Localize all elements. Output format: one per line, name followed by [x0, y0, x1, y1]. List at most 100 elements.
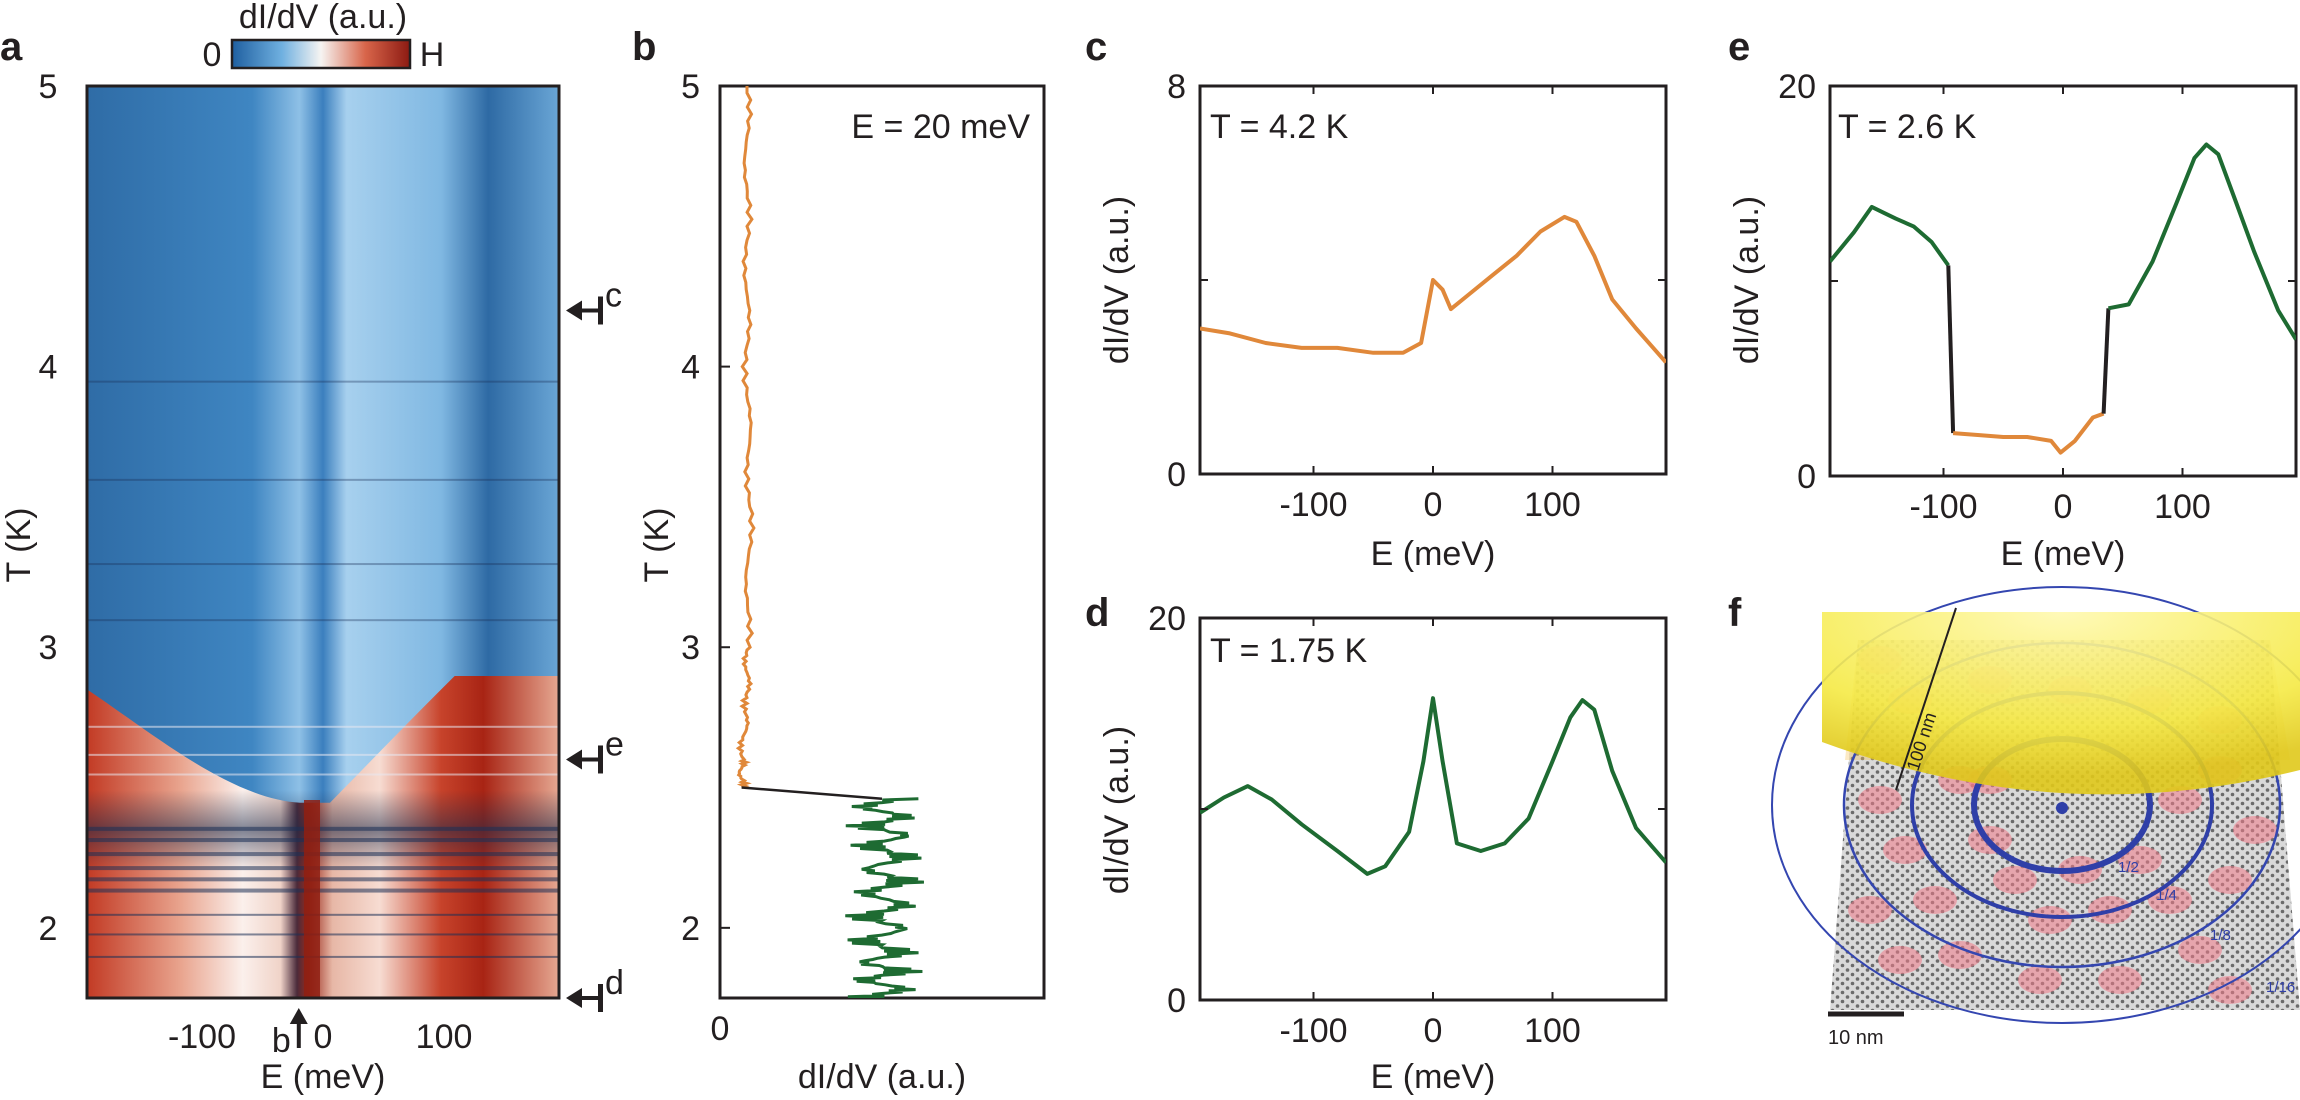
panel-b-annotation: E = 20 meV — [851, 108, 1030, 146]
panel-e-xtick-label: 100 — [2154, 488, 2211, 526]
panel-a-xlabel: E (meV) — [261, 1058, 386, 1096]
panel-a-ytick-label: 2 — [39, 910, 58, 948]
panel-b-label: b — [632, 25, 656, 69]
panel-c-xtick-label: -100 — [1279, 486, 1347, 524]
heatmap-streak — [87, 826, 559, 831]
panel-c-series — [1200, 214, 1666, 364]
panel-a-markers: c e d b — [272, 276, 624, 1060]
order-spot — [1883, 836, 1927, 864]
panel-c-ytick-label: 8 — [1167, 68, 1186, 106]
heatmap-streak — [87, 753, 559, 756]
order-spot — [2178, 936, 2222, 964]
panel-d-ytick-label: 0 — [1167, 982, 1186, 1020]
panel-e-series-green — [2108, 142, 2296, 341]
order-spot — [1858, 786, 1902, 814]
panel-e: e T = 2.6 K -100 0 100 0 20 dI/dV (a.u.) E (… — [1728, 25, 2298, 573]
heatmap-streak — [87, 933, 559, 936]
panel-d-label: d — [1085, 591, 1109, 635]
heatmap-streak — [87, 955, 559, 958]
panel-e-xtick-label: -100 — [1909, 488, 1977, 526]
order-spot — [1848, 896, 1892, 924]
panel-b-series-orange — [735, 86, 756, 789]
panel-e-ytick-label: 20 — [1778, 68, 1816, 106]
marker-b-arrow-head — [289, 1008, 308, 1024]
colorbar-high-label: H — [420, 36, 445, 74]
marker-c-arrow-head — [566, 300, 582, 321]
heatmap-streak — [87, 888, 559, 893]
order-spot — [2148, 886, 2192, 914]
heatmap-streak — [87, 619, 559, 622]
panel-c-label: c — [1085, 25, 1107, 69]
panel-d: d T = 1.75 K -100 0 100 0 20 dI/dV (a.u.) E … — [1085, 591, 1668, 1096]
colorbar-low-label: 0 — [203, 36, 222, 74]
order-spot — [1993, 866, 2037, 894]
heatmap-streak — [87, 563, 559, 566]
panel-e-series-green — [1830, 204, 1950, 267]
heatmap-streak — [87, 380, 559, 383]
panel-f: f 100 nm 1/2 1/4 1/8 1/16 10 nm — [1728, 586, 2300, 1049]
panel-b-ytick-label: 4 — [681, 349, 700, 387]
heatmap-streak — [87, 913, 559, 916]
order-spot — [2233, 816, 2277, 844]
heatmap — [87, 86, 559, 998]
heatmap-streak — [87, 478, 559, 481]
panel-e-ylabel: dI/dV (a.u.) — [1728, 196, 1766, 364]
marker-c-label: c — [605, 276, 622, 314]
panel-d-ylabel: dI/dV (a.u.) — [1098, 726, 1136, 894]
panel-c-ticks: -100 0 100 0 8 — [1167, 68, 1666, 524]
panel-c-ytick-label: 0 — [1167, 456, 1186, 494]
panel-b-ytick-label: 2 — [681, 910, 700, 948]
marker-d-label: d — [605, 964, 624, 1002]
panel-e-xtick-label: 0 — [2054, 488, 2073, 526]
panel-b-ylabel: T (K) — [638, 508, 676, 583]
panel-d-series-green — [1200, 696, 1666, 876]
panel-b-xtick-label: 0 — [711, 1010, 730, 1048]
panel-d-ytick-label: 20 — [1148, 600, 1186, 638]
heatmap-streak — [87, 838, 559, 843]
panel-c-xlabel: E (meV) — [1371, 535, 1496, 573]
panel-b-series-black — [741, 786, 883, 801]
order-spot — [1938, 941, 1982, 969]
panel-c-xtick-label: 0 — [1424, 486, 1443, 524]
tip-center-dot — [2056, 802, 2068, 814]
contour-label-half: 1/2 — [2118, 859, 2139, 876]
panel-e-annotation: T = 2.6 K — [1838, 108, 1977, 146]
order-spot — [2028, 906, 2072, 934]
panel-b-series-green — [845, 797, 924, 998]
panel-d-ticks: -100 0 100 0 20 — [1148, 600, 1666, 1050]
colorbar — [230, 38, 412, 70]
marker-e-arrow-head — [566, 749, 582, 770]
tip-radius-line — [1895, 607, 1957, 791]
panel-b-ytick-label: 3 — [681, 629, 700, 667]
panel-a-xtick-label: 100 — [416, 1018, 473, 1056]
panel-d-xtick-label: 100 — [1524, 1012, 1581, 1050]
panel-a-xtick-label: -100 — [168, 1018, 236, 1056]
panel-a-ytick-label: 4 — [39, 349, 58, 387]
panel-c-xtick-label: 100 — [1524, 486, 1581, 524]
panel-d-xlabel: E (meV) — [1371, 1058, 1496, 1096]
panel-b-xlabel: dI/dV (a.u.) — [798, 1058, 966, 1096]
panel-e-series-black — [1946, 265, 1956, 434]
contour-label-sixteenth: 1/16 — [2266, 979, 2295, 996]
contour-label-eighth: 1/8 — [2210, 927, 2231, 944]
panel-a-ytick-label: 3 — [39, 629, 58, 667]
panel-a-x-ticks: -100 0 100 — [168, 1018, 472, 1056]
order-spot — [2208, 976, 2252, 1004]
order-spot — [2158, 786, 2202, 814]
heatmap-blue-wedge — [87, 86, 559, 803]
panel-b-ytick-label: 5 — [681, 68, 700, 106]
panel-e-series — [1830, 142, 2296, 455]
panel-a-xtick-label: 0 — [314, 1018, 333, 1056]
marker-b-label: b — [272, 1022, 291, 1060]
heatmap-streak — [87, 725, 559, 728]
panel-e-label: e — [1728, 25, 1750, 69]
panel-e-ticks: -100 0 100 0 20 — [1778, 68, 2296, 526]
panel-e-series-orange — [1952, 411, 2105, 455]
order-spot — [2098, 966, 2142, 994]
panel-e-xlabel: E (meV) — [2001, 535, 2126, 573]
marker-e-label: e — [605, 725, 624, 763]
contour-sixteenth — [1771, 586, 2300, 1024]
panel-b-frame — [718, 84, 1046, 1000]
order-spot — [1878, 946, 1922, 974]
